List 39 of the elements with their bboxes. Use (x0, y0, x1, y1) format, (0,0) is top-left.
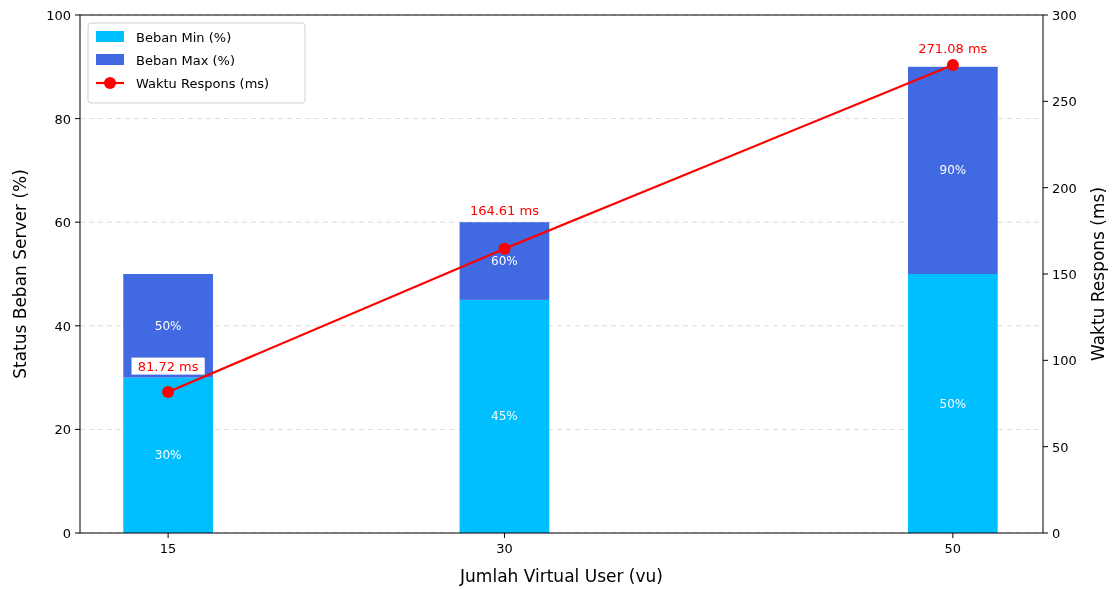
data-label: 81.72 ms (137, 358, 199, 374)
y-axis-title: Status Beban Server (%) (10, 169, 30, 379)
y-tick-label: 0 (62, 526, 71, 541)
y2-tick-label: 50 (1052, 439, 1069, 455)
point (498, 242, 511, 255)
x-tick-label: 15 (159, 541, 177, 556)
total-label: 50% (154, 318, 182, 333)
data-label: 271.08 ms (918, 40, 988, 56)
bar (908, 66, 998, 274)
bar (459, 222, 550, 300)
bar (123, 274, 213, 378)
total-label: 90% (939, 163, 967, 178)
y2-tick-label: 300 (1052, 8, 1077, 23)
y-tick-label: 40 (54, 318, 71, 334)
y2-axis-title: Waktu Respons (ms) (1088, 186, 1108, 362)
legend-label: Beban Max (%) (136, 53, 236, 68)
y2-tick-label: 0 (1052, 526, 1061, 541)
y-tick-label: 20 (54, 422, 71, 438)
data-label: 30% (154, 448, 182, 463)
bar (908, 274, 998, 533)
y-tick-label: 80 (54, 111, 71, 127)
legend-label: Beban Min (%) (136, 30, 232, 45)
data-label: 45% (491, 409, 518, 424)
bar (459, 299, 550, 533)
point (162, 385, 175, 398)
point (946, 58, 959, 71)
x-tick-label: 50 (944, 541, 962, 556)
total-label: 60% (491, 254, 518, 269)
y2-tick-label: 200 (1052, 180, 1077, 196)
data-label: 50% (939, 396, 967, 411)
data-label: 164.61 ms (469, 203, 540, 219)
x-axis-title: Jumlah Virtual User (vu) (459, 566, 663, 586)
legend-label: Waktu Respons (ms) (136, 76, 270, 91)
y-tick-label: 60 (54, 215, 71, 231)
x-tick-label: 30 (496, 541, 513, 556)
y-tick-label: 100 (46, 8, 71, 23)
y2-tick-label: 150 (1052, 267, 1077, 282)
y2-tick-label: 250 (1052, 94, 1077, 110)
y2-tick-label: 100 (1052, 353, 1077, 369)
